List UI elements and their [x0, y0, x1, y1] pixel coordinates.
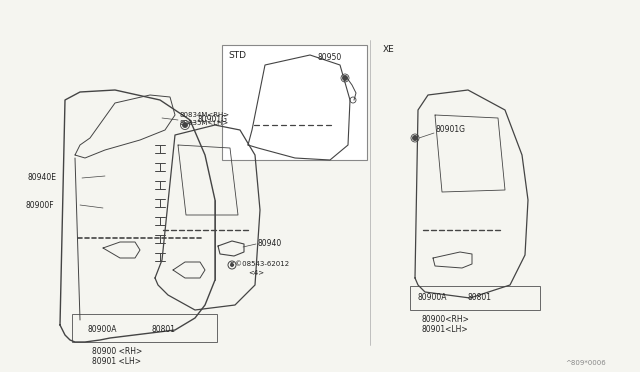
Text: STD: STD	[228, 51, 246, 60]
Text: 80940E: 80940E	[27, 173, 56, 183]
Text: 80940: 80940	[258, 238, 282, 247]
Text: <4>: <4>	[248, 270, 264, 276]
Text: 80950: 80950	[318, 54, 342, 62]
Text: 80835M<LH>: 80835M<LH>	[180, 120, 229, 126]
Text: 80900A: 80900A	[418, 294, 447, 302]
Text: 80801: 80801	[152, 326, 176, 334]
Text: S: S	[230, 263, 234, 267]
Bar	[222, 45, 367, 160]
Circle shape	[413, 135, 417, 141]
Text: 80834M<RH>: 80834M<RH>	[180, 112, 230, 118]
Text: 80901G: 80901G	[436, 125, 466, 135]
Circle shape	[342, 76, 348, 80]
Text: 80901 <LH>: 80901 <LH>	[92, 356, 141, 366]
Text: XE: XE	[383, 45, 395, 55]
Text: 80900 <RH>: 80900 <RH>	[92, 347, 142, 356]
Bar	[410, 286, 540, 310]
Text: 80801: 80801	[468, 294, 492, 302]
Text: 80901<LH>: 80901<LH>	[422, 324, 468, 334]
Circle shape	[230, 263, 234, 266]
Text: 80900<RH>: 80900<RH>	[422, 315, 470, 324]
Circle shape	[182, 122, 188, 128]
Text: ©08543-62012: ©08543-62012	[235, 261, 289, 267]
Bar	[72, 314, 217, 342]
Text: 80901G: 80901G	[198, 115, 228, 125]
Text: ^809*0006: ^809*0006	[565, 360, 605, 366]
Text: 80900A: 80900A	[88, 326, 118, 334]
Text: 80900F: 80900F	[25, 201, 54, 209]
